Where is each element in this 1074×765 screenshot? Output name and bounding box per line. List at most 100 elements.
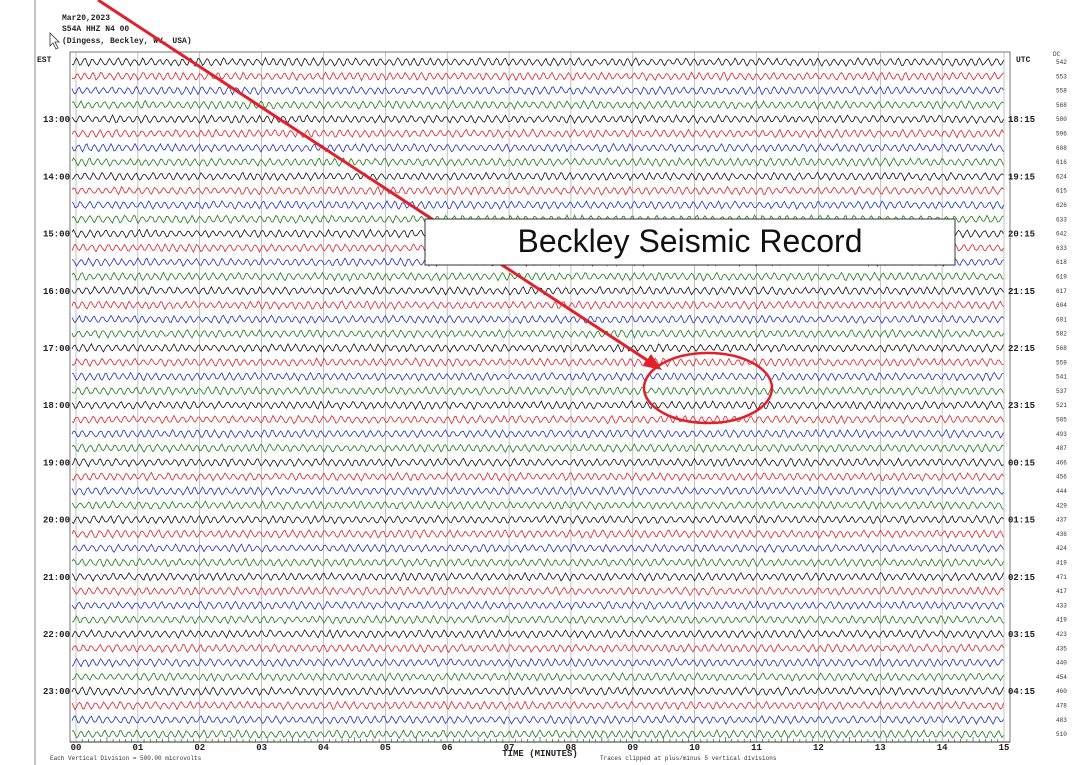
est-label: 22:00 [43,630,70,640]
dc-value: 618 [1056,259,1067,266]
dc-value: 466 [1056,459,1067,466]
utc-label: 18:15 [1008,115,1035,125]
utc-label: 23:15 [1008,401,1035,411]
x-tick-label: 15 [999,743,1010,753]
utc-label: 02:15 [1008,573,1035,583]
dc-value: 471 [1056,574,1067,581]
x-tick-label: 07 [504,743,515,753]
trace [71,371,1004,382]
dc-value: 608 [1056,145,1067,152]
trace [71,471,1004,482]
trace [71,600,1004,611]
location: (Dingess, Beckley, WV, USA) [62,37,192,46]
utc-label: 19:15 [1008,172,1035,182]
dc-value: 615 [1056,188,1067,195]
est-label: 23:00 [43,687,70,697]
trace [71,614,1004,625]
utc-label: 01:15 [1008,516,1035,526]
x-tick-label: 05 [380,743,391,753]
dc-value: 642 [1056,231,1067,238]
trace [71,414,1004,425]
dc-value: 558 [1056,88,1067,95]
trace [71,285,1004,296]
grid [69,51,1011,743]
dc-value: 440 [1056,660,1067,667]
highlight-ellipse [642,351,774,425]
trace [71,56,1004,68]
trace [71,528,1004,539]
dc-value: 616 [1056,159,1067,166]
cursor [49,32,60,50]
trace [71,71,1004,82]
arrow-shaft [97,0,651,364]
utc-label: 04:15 [1008,687,1035,697]
trace [71,629,1004,640]
x-tick-label: 02 [194,743,205,753]
dc-value: 633 [1056,245,1067,252]
x-tick-label: 13 [875,743,886,753]
trace [71,328,1004,339]
dc-value: 433 [1056,602,1067,609]
utc-label: 21:15 [1008,287,1035,297]
trace [71,428,1004,439]
trace [71,342,1004,354]
dc-value: 454 [1056,674,1067,681]
dc-value: 437 [1056,517,1067,524]
trace [71,571,1004,582]
date: Mar20,2023 [62,14,110,23]
dc-value: 444 [1056,488,1067,495]
dc-value: 419 [1056,560,1067,567]
trace [71,300,1004,311]
x-tick-label: 06 [442,743,453,753]
trace [71,171,1004,182]
dc-value: 429 [1056,502,1067,509]
trace [71,185,1004,196]
trace [71,729,1004,740]
est-label: 20:00 [43,516,70,526]
est-label: 16:00 [43,287,70,297]
trace [71,128,1004,139]
dc-value: 521 [1056,402,1067,409]
trace [71,671,1004,682]
dc-title: DC [1053,51,1061,58]
dc-value: 626 [1056,202,1067,209]
trace [71,114,1004,125]
trace [71,357,1004,368]
dc-value: 417 [1056,588,1067,595]
dc-value: 435 [1056,645,1067,652]
trace [71,142,1004,153]
trace [71,457,1004,468]
x-tick-label: 01 [132,743,143,753]
est-label: 18:00 [43,401,70,411]
x-tick-label: 00 [71,743,82,753]
scale-note: Each Vertical Division = 500.00 microvol… [50,755,202,762]
trace [71,557,1004,568]
dc-value: 633 [1056,216,1067,223]
x-tick-label: 14 [937,743,948,753]
dc-value: 487 [1056,445,1067,452]
dc-value: 582 [1056,331,1067,338]
annotation: Beckley Seismic Record [518,223,863,259]
dc-value: 423 [1056,631,1067,638]
x-tick-label: 09 [627,743,638,753]
dc-value: 456 [1056,474,1067,481]
trace [71,500,1004,511]
dc-value: 568 [1056,345,1067,352]
trace [71,157,1004,168]
est-label: 13:00 [43,115,70,125]
utc-label: 20:15 [1008,230,1035,240]
trace [71,486,1004,497]
dc-value: 436 [1056,531,1067,538]
utc-label: 22:15 [1008,344,1035,354]
est-title: EST [37,56,52,65]
est-label: 15:00 [43,230,70,240]
dc-value: 505 [1056,417,1067,424]
dc-value: 541 [1056,374,1067,381]
dc-value: 510 [1056,731,1067,738]
dc-value: 553 [1056,73,1067,80]
station: S54A HHZ N4 00 [62,25,129,34]
est-label: 17:00 [43,344,70,354]
trace [71,586,1004,597]
x-tick-label: 10 [689,743,700,753]
